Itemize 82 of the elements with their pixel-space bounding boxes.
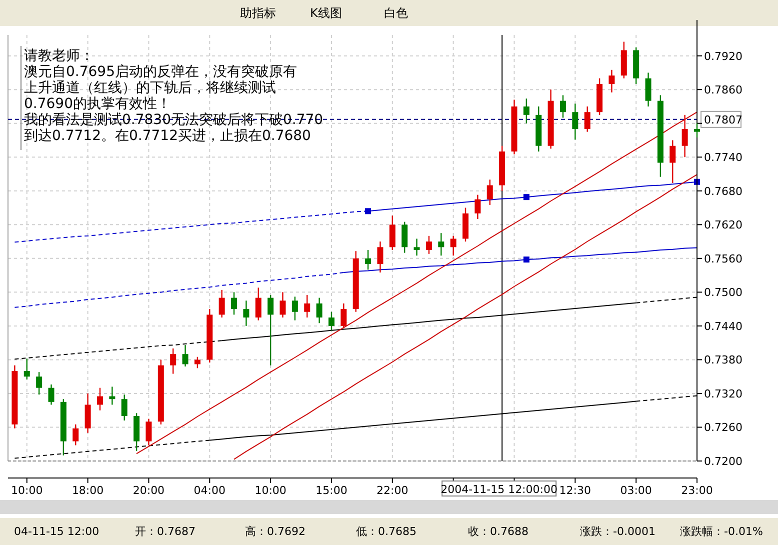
annotation: 0.7690的执掌有效性！ bbox=[24, 96, 171, 112]
candlestick bbox=[243, 300, 250, 327]
candlestick bbox=[682, 114, 688, 158]
candlestick bbox=[438, 232, 444, 256]
x-tick-label: 12:30 bbox=[559, 484, 592, 497]
candlestick bbox=[426, 235, 432, 255]
candlestick bbox=[24, 358, 30, 380]
candlestick bbox=[645, 72, 652, 108]
text: 收：0.7688 bbox=[468, 525, 528, 538]
candlestick bbox=[48, 384, 54, 406]
x-tick-label: 20:00 bbox=[132, 484, 165, 497]
y-tick-label: 0.7560 bbox=[704, 252, 742, 266]
candlestick bbox=[255, 287, 262, 321]
y-tick-label: 0.7260 bbox=[704, 421, 742, 434]
text: 低：0.7685 bbox=[356, 525, 416, 538]
text: 助指标 bbox=[240, 6, 276, 20]
x-tick-label: 03:00 bbox=[620, 484, 652, 497]
candlestick bbox=[486, 179, 493, 206]
annotation: 上升通道（红线）的下轨后，将继续测试 bbox=[24, 80, 276, 96]
y-tick-label: 0.7860 bbox=[704, 84, 742, 97]
y-tick-label: 0.7440 bbox=[704, 320, 742, 333]
x-tick-label: 22:00 bbox=[376, 484, 408, 497]
text: 04-11-15 12:00 bbox=[14, 525, 100, 538]
x-tick-label: 10:00 bbox=[11, 484, 43, 497]
candlestick bbox=[523, 98, 530, 124]
annotation: 澳元自0.7695启动的反弹在，没有突破原有 bbox=[24, 64, 297, 80]
annotation: 请教老师： bbox=[24, 48, 94, 64]
x-tick-label: 2004-11-15 12:00:00 bbox=[440, 483, 558, 496]
y-tick-label: 0.7500 bbox=[704, 286, 742, 300]
candlestick bbox=[231, 292, 238, 316]
candlestick bbox=[182, 344, 188, 368]
text: K线图 bbox=[310, 6, 342, 20]
candlestick bbox=[608, 69, 615, 93]
text: 白色 bbox=[384, 6, 408, 20]
candlestick bbox=[194, 356, 200, 369]
x-tick-label: 15:00 bbox=[316, 484, 348, 497]
text: 开：0.7687 bbox=[135, 525, 196, 538]
candlestick bbox=[304, 294, 310, 318]
candlestick bbox=[170, 348, 176, 374]
candlestick bbox=[84, 392, 91, 434]
candlestick bbox=[292, 296, 298, 321]
candlestick bbox=[670, 140, 676, 184]
text: 涨跌幅：-0.01% bbox=[680, 525, 763, 538]
candlestick bbox=[402, 221, 408, 254]
y-tick-label: 0.7320 bbox=[704, 387, 742, 400]
annotation: 到达0.7712。在0.7712买进，止损在0.7680 bbox=[24, 128, 311, 144]
y-tick-label: 0.7380 bbox=[704, 354, 742, 367]
point bbox=[365, 208, 372, 214]
candlestick bbox=[268, 294, 274, 366]
text: 高：0.7692 bbox=[245, 525, 306, 538]
x-tick-label: 04:00 bbox=[194, 484, 226, 497]
point bbox=[523, 194, 530, 200]
candlestick bbox=[36, 371, 42, 396]
candlestick bbox=[474, 194, 481, 220]
y-tick-label: 0.7200 bbox=[704, 455, 742, 468]
y-tick-label: 0.7620 bbox=[704, 218, 742, 232]
candlestick bbox=[218, 289, 225, 318]
candlestick bbox=[72, 424, 79, 446]
candlestick bbox=[316, 297, 322, 324]
candlestick bbox=[146, 418, 152, 446]
text: 涨跌：-0.0001 bbox=[580, 525, 656, 538]
y-tick-label: 0.7740 bbox=[704, 151, 742, 164]
candlestick bbox=[560, 94, 566, 118]
x-tick-label: 10:00 bbox=[254, 484, 286, 497]
candlestick bbox=[280, 292, 286, 318]
x-tick-label: 23:00 bbox=[681, 484, 713, 497]
x-tick-label: 18:00 bbox=[72, 484, 104, 497]
candlestick bbox=[584, 106, 590, 132]
candlestick bbox=[450, 235, 456, 256]
candlestick bbox=[328, 311, 334, 332]
candlestick bbox=[121, 394, 128, 422]
candlestick bbox=[414, 238, 420, 256]
candlestick bbox=[96, 387, 103, 411]
candlestick bbox=[389, 215, 396, 251]
ref-line-label: 0.7807 bbox=[704, 113, 742, 126]
candlestick bbox=[365, 249, 372, 270]
candlestick bbox=[377, 240, 384, 274]
candlestick bbox=[572, 103, 578, 140]
y-tick-label: 0.7920 bbox=[704, 50, 742, 63]
candlestick bbox=[340, 302, 347, 329]
annotation: 我的看法是测试0.7830无法突破后将下破0.770 bbox=[24, 112, 324, 128]
y-tick-label: 0.7680 bbox=[704, 184, 742, 198]
